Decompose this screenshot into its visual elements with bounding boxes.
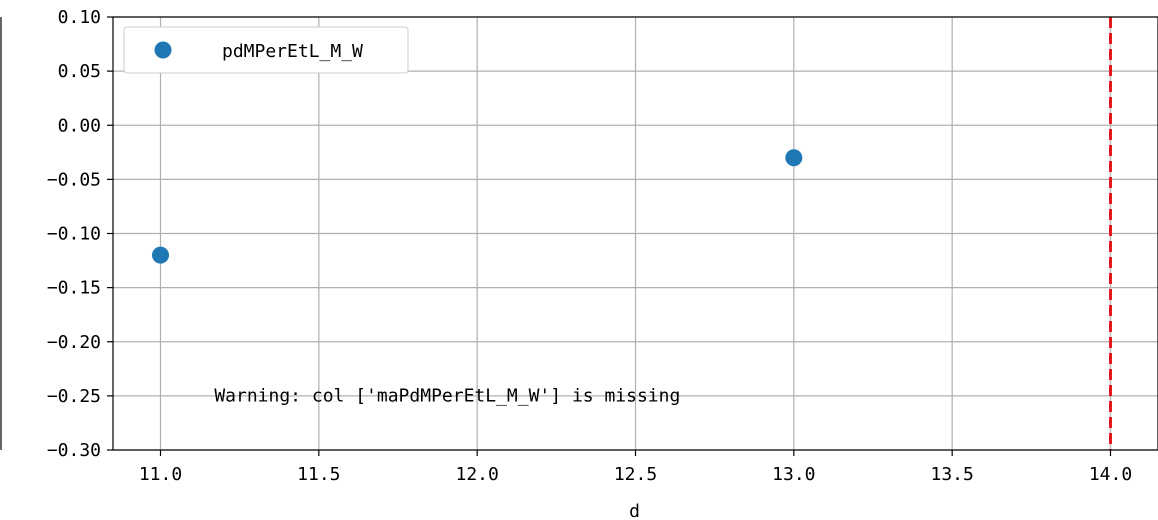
x-tick-label: 13.0 <box>772 464 815 485</box>
y-tick-label: −0.20 <box>47 332 101 353</box>
y-tick-label: −0.15 <box>47 278 101 299</box>
x-tick-label: 13.5 <box>930 464 973 485</box>
y-tick-label: −0.30 <box>47 440 101 461</box>
y-tick-label: 0.05 <box>58 61 101 82</box>
x-tick-label: 14.0 <box>1089 464 1132 485</box>
legend-marker <box>155 42 172 59</box>
x-tick-label: 11.0 <box>139 464 182 485</box>
x-axis-label: d <box>629 501 640 520</box>
data-point <box>785 149 802 166</box>
data-point <box>152 247 169 264</box>
axis-ticks: 11.0 11.5 12.0 12.5 13.0 13.5 14.0 0.10 0.05 0.00… <box>47 7 1132 485</box>
x-tick-label: 11.5 <box>297 464 340 485</box>
x-tick-label: 12.0 <box>455 464 498 485</box>
warning-annotation: Warning: col ['maPdMPerEtL_M_W'] is miss… <box>214 385 680 406</box>
x-tick-label: 12.5 <box>614 464 657 485</box>
y-tick-label: 0.10 <box>58 7 101 28</box>
y-tick-label: 0.00 <box>58 115 101 136</box>
legend: pdMPerEtL_M_W <box>124 27 408 73</box>
y-tick-label: −0.10 <box>47 224 101 245</box>
y-tick-label: −0.25 <box>47 386 101 407</box>
legend-label: pdMPerEtL_M_W <box>222 41 363 62</box>
y-tick-label: −0.05 <box>47 169 101 190</box>
